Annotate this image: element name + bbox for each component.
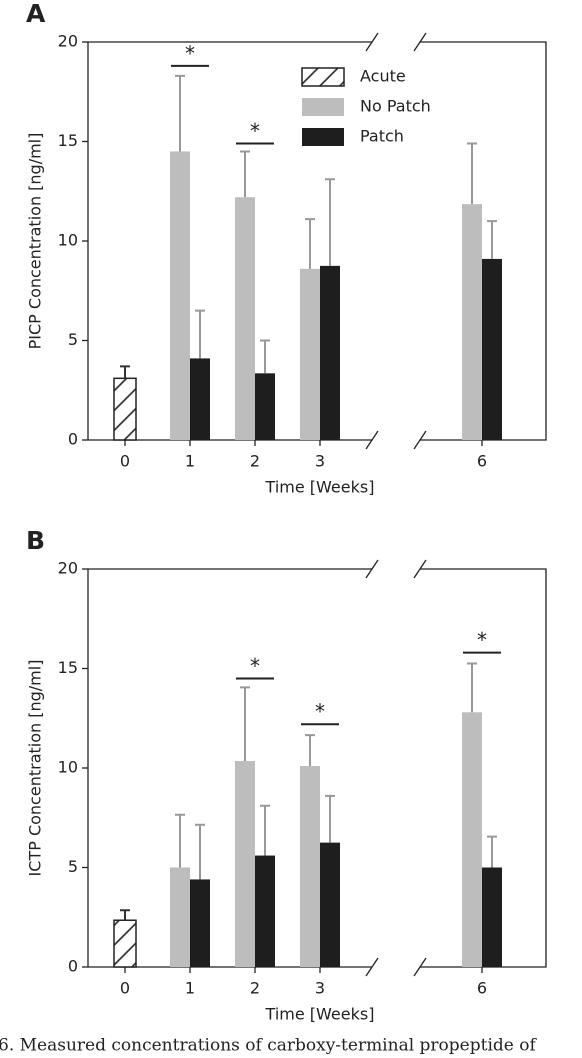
axis-break <box>413 957 427 977</box>
x-tick-label: 2 <box>250 452 260 471</box>
error-bar <box>467 662 477 713</box>
y-tick-label: 20 <box>58 559 78 578</box>
error-bar <box>240 150 250 198</box>
error-bar <box>305 218 315 269</box>
y-axis-label: ICTP Concentration [ng/ml] <box>26 660 45 877</box>
bar <box>235 761 255 967</box>
error-bar <box>260 339 270 374</box>
legend-label: Acute <box>360 67 406 86</box>
error-bar <box>325 794 335 843</box>
significance-star: * <box>250 654 260 678</box>
x-tick-label: 6 <box>477 452 487 471</box>
significance-star: * <box>477 628 487 652</box>
x-tick-label: 1 <box>185 979 195 998</box>
bar <box>300 268 320 440</box>
error-bar <box>260 804 270 856</box>
axis-break <box>365 957 379 977</box>
x-tick-label: 6 <box>477 979 487 998</box>
y-tick-label: 10 <box>58 758 78 777</box>
y-tick-label: 0 <box>68 430 78 449</box>
bar <box>255 855 275 967</box>
error-bar <box>487 835 497 868</box>
axis-break <box>365 32 379 52</box>
panel-label: B <box>26 526 45 555</box>
bar <box>170 867 190 967</box>
legend-swatch <box>302 98 344 116</box>
y-tick-label: 0 <box>68 957 78 976</box>
bar <box>113 919 137 968</box>
error-bar <box>175 74 185 152</box>
x-axis-label: Time [Weeks] <box>265 478 375 497</box>
bar <box>300 766 320 967</box>
bar <box>235 197 255 440</box>
axis-break <box>413 559 427 579</box>
error-bar <box>467 142 477 205</box>
y-tick-label: 10 <box>58 231 78 250</box>
error-bar <box>240 686 250 762</box>
y-tick-label: 5 <box>68 330 78 349</box>
bar <box>462 712 482 967</box>
x-tick-label: 3 <box>315 452 325 471</box>
bar <box>320 842 340 967</box>
y-tick-label: 5 <box>68 857 78 876</box>
bar <box>113 377 137 441</box>
error-bar <box>195 309 205 359</box>
axis-break <box>365 430 379 450</box>
error-bar <box>487 220 497 259</box>
error-bar <box>195 823 205 880</box>
significance-star: * <box>315 700 325 724</box>
y-axis-label: PICP Concentration [ng/ml] <box>26 133 45 350</box>
x-tick-label: 0 <box>120 452 130 471</box>
x-tick-label: 1 <box>185 452 195 471</box>
significance-star: * <box>185 41 195 65</box>
legend-swatch <box>302 128 344 146</box>
x-tick-label: 0 <box>120 979 130 998</box>
legend-label: Patch <box>360 127 404 146</box>
bar <box>320 265 340 440</box>
bar <box>190 879 210 967</box>
error-bar <box>175 813 185 868</box>
bar <box>462 204 482 440</box>
axis-break <box>413 430 427 450</box>
error-bar <box>120 909 130 921</box>
y-tick-label: 20 <box>58 32 78 51</box>
bar <box>255 373 275 440</box>
x-tick-label: 2 <box>250 979 260 998</box>
error-bar <box>120 365 130 379</box>
legend-swatch <box>301 67 345 87</box>
error-bar <box>305 734 315 767</box>
bar <box>170 151 190 440</box>
legend-label: No Patch <box>360 97 431 116</box>
y-tick-label: 15 <box>58 658 78 677</box>
bar <box>482 258 502 440</box>
x-axis-label: Time [Weeks] <box>265 1005 375 1024</box>
error-bar <box>325 178 335 266</box>
significance-star: * <box>250 119 260 143</box>
x-tick-label: 3 <box>315 979 325 998</box>
panel-label: A <box>26 0 46 28</box>
y-tick-label: 15 <box>58 131 78 150</box>
axis-break <box>365 559 379 579</box>
axis-break <box>413 32 427 52</box>
bar <box>190 358 210 440</box>
caption: 6. Measured concentrations of carboxy-te… <box>0 1036 537 1056</box>
bar <box>482 867 502 967</box>
